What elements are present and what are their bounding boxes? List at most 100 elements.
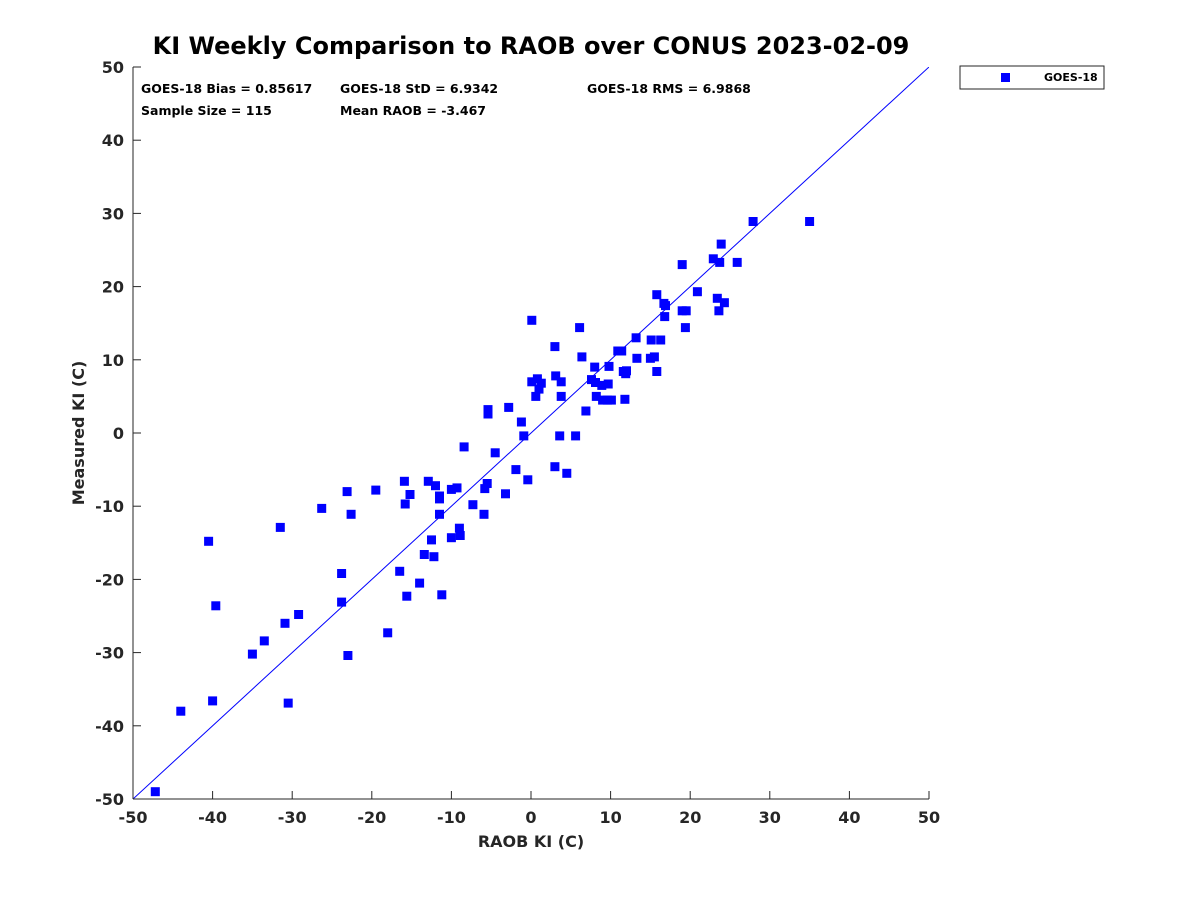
data-point xyxy=(556,377,566,387)
data-point xyxy=(652,367,662,376)
data-point xyxy=(454,523,464,533)
data-point xyxy=(483,409,493,419)
data-point xyxy=(468,500,478,510)
data-point xyxy=(677,260,687,270)
plot-area xyxy=(133,67,929,799)
data-point xyxy=(383,628,393,638)
data-point xyxy=(371,485,381,495)
y-tick-label: -20 xyxy=(95,570,124,589)
data-point xyxy=(714,306,724,316)
data-point xyxy=(646,335,656,345)
x-tick-label: -30 xyxy=(278,808,307,827)
legend-marker-goes-18 xyxy=(1001,73,1010,82)
data-point xyxy=(712,293,722,303)
x-tick-label: -50 xyxy=(119,808,148,827)
data-point xyxy=(656,335,666,345)
data-point xyxy=(534,384,544,394)
x-axis: -50 -40 -30 -20 -10 0 10 20 30 40 50 RAOB KI (C) xyxy=(119,791,940,851)
x-axis-label: RAOB KI (C) xyxy=(478,832,584,851)
one-to-one-line xyxy=(133,67,929,799)
data-point xyxy=(692,287,702,297)
data-point xyxy=(459,442,469,452)
data-point xyxy=(446,484,456,494)
data-point xyxy=(259,636,269,646)
stat-mean-raob: Mean RAOB = -3.467 xyxy=(340,103,486,118)
data-point xyxy=(591,378,600,387)
data-markers xyxy=(150,217,815,797)
data-point xyxy=(423,476,433,486)
x-tick-label: -40 xyxy=(198,808,227,827)
data-point xyxy=(661,301,670,311)
data-point xyxy=(732,257,742,267)
data-point xyxy=(551,371,561,381)
data-point xyxy=(415,578,425,588)
x-ticks: -50 -40 -30 -20 -10 0 10 20 30 40 50 xyxy=(119,791,940,827)
x-tick-label: -10 xyxy=(437,808,466,827)
data-point xyxy=(681,306,691,316)
y-axis: -50 -40 -30 -20 -10 0 10 20 30 40 50 Measured KI (… xyxy=(69,58,141,809)
stats-annotations: GOES-18 Bias = 0.85617 GOES-18 StD = 6.9… xyxy=(141,81,751,118)
x-tick-label: 30 xyxy=(759,808,781,827)
data-point xyxy=(176,706,186,716)
x-tick-label: 20 xyxy=(679,808,701,827)
data-point xyxy=(575,323,585,333)
data-point xyxy=(208,696,218,706)
data-point xyxy=(652,290,662,300)
data-point xyxy=(556,391,566,401)
data-point xyxy=(452,483,462,493)
data-point xyxy=(427,535,436,545)
data-point xyxy=(431,481,440,491)
data-point xyxy=(317,503,327,513)
x-tick-label: 50 xyxy=(918,808,940,827)
y-tick-label: -50 xyxy=(95,790,124,809)
data-point xyxy=(716,239,726,249)
stat-rms: GOES-18 RMS = 6.9868 xyxy=(587,81,751,96)
data-point xyxy=(708,254,718,264)
data-point xyxy=(346,509,356,519)
y-tick-label: -40 xyxy=(95,717,124,736)
stat-bias: GOES-18 Bias = 0.85617 xyxy=(141,81,312,96)
data-point xyxy=(617,346,627,356)
data-point xyxy=(591,391,601,401)
data-point xyxy=(419,550,429,559)
y-tick-label: 50 xyxy=(102,58,124,77)
data-point xyxy=(479,509,489,519)
data-point xyxy=(622,366,631,376)
data-point xyxy=(571,431,581,441)
data-point xyxy=(337,569,347,578)
data-point xyxy=(516,417,526,427)
data-point xyxy=(490,448,500,458)
data-point xyxy=(562,468,572,478)
y-tick-label: 0 xyxy=(113,424,124,443)
data-point xyxy=(399,476,409,486)
y-tick-label: 20 xyxy=(102,278,124,297)
data-point xyxy=(604,361,614,371)
data-point xyxy=(597,380,607,390)
data-point xyxy=(805,217,815,226)
data-point xyxy=(437,590,447,600)
data-point xyxy=(501,489,510,499)
x-tick-label: -20 xyxy=(357,808,386,827)
legend[interactable]: GOES-18 xyxy=(959,65,1105,90)
data-point xyxy=(150,787,160,797)
data-point xyxy=(395,566,405,576)
data-point xyxy=(577,352,587,362)
data-point xyxy=(527,315,537,325)
data-point xyxy=(719,298,729,308)
legend-box xyxy=(959,65,1105,90)
legend-label-goes-18: GOES-18 xyxy=(1044,71,1098,84)
data-point xyxy=(660,312,670,322)
data-point xyxy=(680,323,690,333)
data-point xyxy=(337,597,347,607)
data-point xyxy=(283,698,293,708)
y-tick-label: -30 xyxy=(95,644,124,663)
x-tick-label: 40 xyxy=(838,808,860,827)
data-point xyxy=(504,402,514,412)
y-ticks: -50 -40 -30 -20 -10 0 10 20 30 40 50 xyxy=(95,58,141,809)
data-point xyxy=(343,651,353,660)
data-point xyxy=(482,479,492,488)
x-tick-label: 0 xyxy=(525,808,536,827)
data-point xyxy=(204,536,214,546)
y-axis-label: Measured KI (C) xyxy=(69,361,88,506)
data-point xyxy=(435,491,444,501)
